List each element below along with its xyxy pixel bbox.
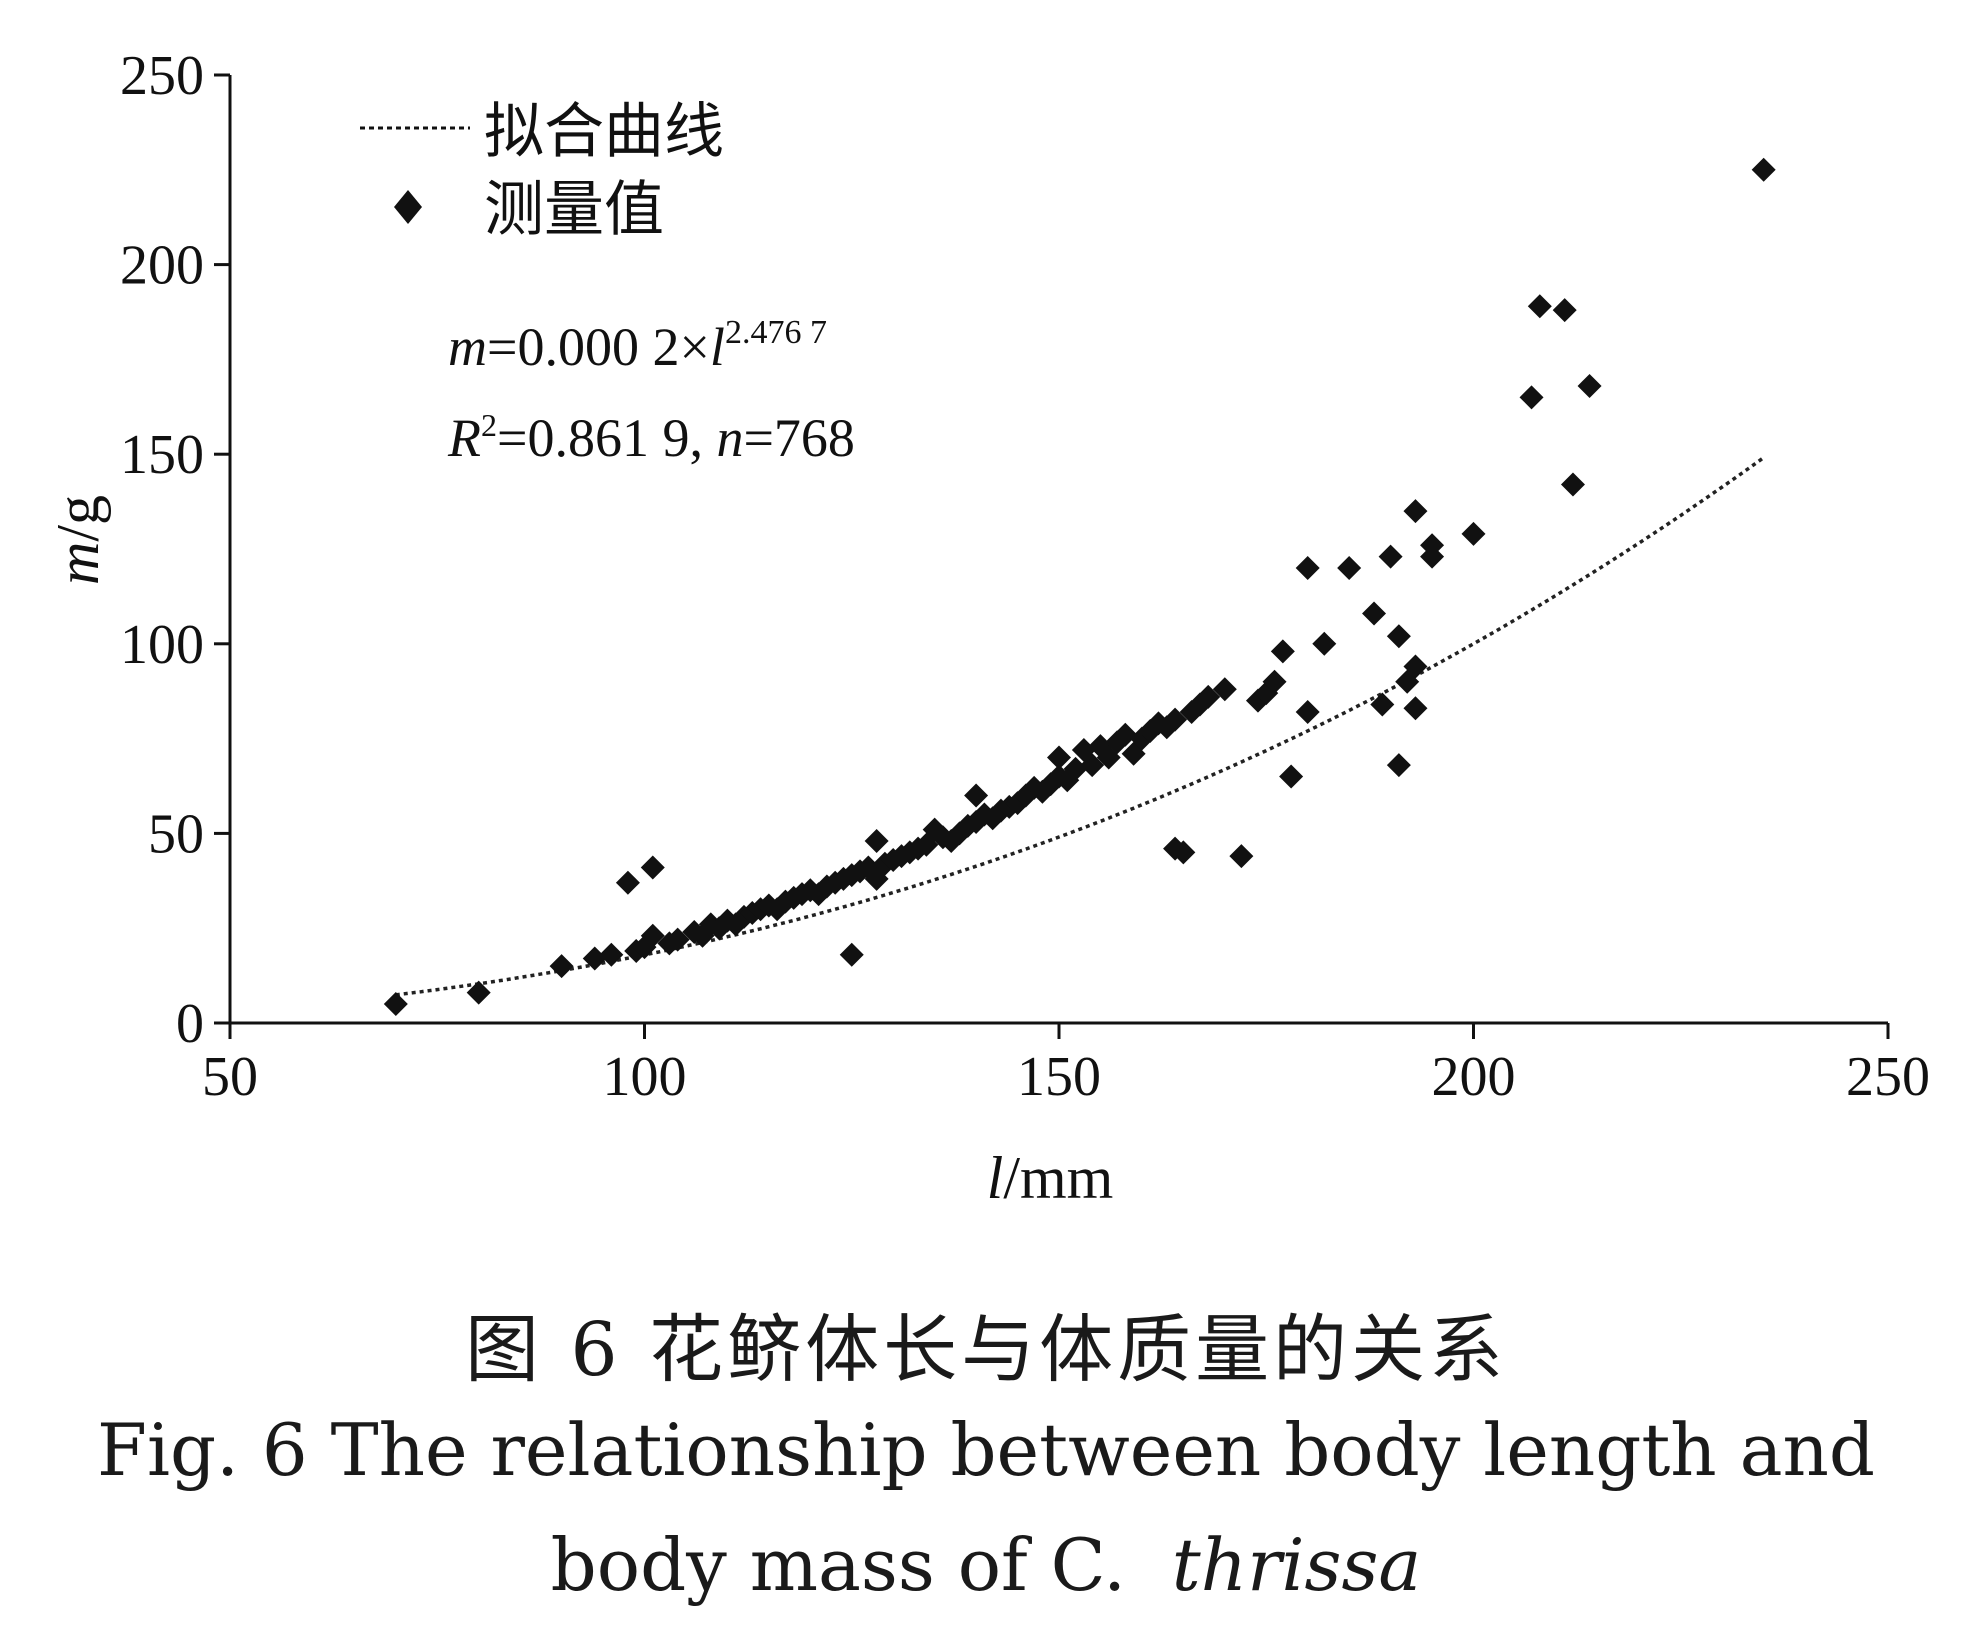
data-point — [640, 855, 665, 880]
data-point — [1063, 756, 1088, 781]
data-point — [1560, 472, 1585, 497]
data-point — [1279, 764, 1304, 789]
r2-var: R — [447, 408, 481, 468]
data-point — [1403, 499, 1428, 524]
n-var: n — [716, 408, 743, 468]
data-point — [964, 783, 989, 808]
data-point — [1420, 544, 1445, 569]
x-axis-unit: /mm — [1003, 1145, 1113, 1211]
eq-exponent: 2.476 7 — [725, 314, 827, 351]
y-tick-label: 100 — [120, 614, 204, 676]
data-point — [1047, 745, 1071, 770]
data-point — [1519, 385, 1544, 410]
data-point — [1171, 840, 1196, 865]
data-point — [1403, 696, 1428, 721]
ticks — [214, 73, 1890, 1039]
fit-curve-line — [395, 456, 1765, 997]
y-axis-unit: /g — [45, 495, 111, 542]
data-point — [1295, 700, 1320, 725]
data-point — [599, 942, 624, 967]
y-tick-label: 150 — [120, 424, 204, 486]
data-point — [640, 923, 665, 948]
axes — [228, 75, 1888, 1025]
data-point — [1270, 639, 1295, 664]
y-tick-label: 0 — [176, 993, 204, 1055]
data-point — [1163, 707, 1188, 732]
svg-text:m=0.000 2×l2.476 7: m=0.000 2×l2.476 7 — [448, 314, 827, 377]
data-point — [1378, 544, 1403, 569]
data-point — [1386, 753, 1411, 778]
data-point — [1196, 684, 1221, 709]
caption-chinese: 图 6 花鲚体长与体质量的关系 — [464, 1307, 1508, 1393]
data-point — [1312, 631, 1337, 656]
data-point — [466, 980, 491, 1005]
legend-diamond-icon — [394, 190, 422, 224]
legend: 拟合曲线 测量值 — [360, 99, 724, 243]
caption-species: thrissa — [1171, 1523, 1422, 1607]
n-tail: =768 — [743, 408, 854, 468]
data-point — [1386, 624, 1411, 649]
caption-english-prefix: body mass of C. — [550, 1523, 1126, 1607]
fit-curve — [395, 456, 1765, 997]
x-tick-label: 100 — [603, 1046, 687, 1108]
data-point — [1262, 669, 1287, 694]
data-point — [1403, 654, 1428, 679]
data-point — [1229, 844, 1254, 869]
caption-english-line1: Fig. 6 The relationship between body len… — [97, 1408, 1875, 1492]
x-tick-label: 200 — [1432, 1046, 1516, 1108]
data-point — [1751, 157, 1776, 182]
svg-text:l/mm: l/mm — [987, 1145, 1114, 1211]
data-point — [1337, 555, 1362, 580]
y-axis-title: m/g — [45, 495, 111, 585]
svg-text:R2=0.861 9, n=768: R2=0.861 9, n=768 — [447, 407, 855, 468]
data-point — [1362, 601, 1387, 626]
data-point — [1370, 692, 1395, 717]
y-tick-label: 250 — [120, 45, 204, 107]
data-point — [665, 927, 690, 952]
data-point — [839, 942, 864, 967]
x-axis-var: l — [987, 1145, 1004, 1211]
data-point — [864, 828, 889, 853]
x-tick-label: 250 — [1846, 1046, 1930, 1108]
data-point — [1212, 677, 1237, 702]
data-point — [1080, 753, 1105, 778]
x-tick-label: 50 — [202, 1046, 258, 1108]
svg-text:m/g: m/g — [45, 495, 111, 585]
eq-var-l: l — [710, 317, 725, 377]
data-point — [1113, 722, 1138, 747]
data-point — [582, 946, 607, 971]
legend-measured-label: 测量值 — [484, 177, 664, 243]
x-tick-label: 150 — [1017, 1046, 1101, 1108]
data-point — [383, 992, 408, 1017]
y-axis-var: m — [45, 542, 111, 585]
data-point — [1461, 521, 1486, 546]
y-tick-label: 50 — [148, 803, 204, 865]
data-point — [1527, 294, 1552, 319]
data-point — [615, 870, 640, 895]
r2-sup: 2 — [481, 407, 497, 443]
data-point — [549, 954, 574, 979]
caption-english-line2: body mass of C. thrissa — [0, 1523, 1972, 1607]
equation-annotation: m=0.000 2×l2.476 7 R2=0.861 9, n=768 — [447, 314, 855, 468]
eq-var-m: m — [448, 317, 487, 377]
legend-fit-label: 拟合曲线 — [484, 99, 724, 165]
data-point — [1552, 298, 1577, 323]
data-points — [383, 157, 1776, 1017]
eq-body: =0.000 2× — [487, 317, 710, 377]
data-point — [1295, 555, 1320, 580]
x-axis-title: l/mm — [987, 1145, 1114, 1211]
r2-body: =0.861 9, — [497, 408, 716, 468]
data-point — [1577, 373, 1602, 398]
data-point — [1005, 791, 1030, 816]
y-tick-label: 200 — [120, 235, 204, 297]
